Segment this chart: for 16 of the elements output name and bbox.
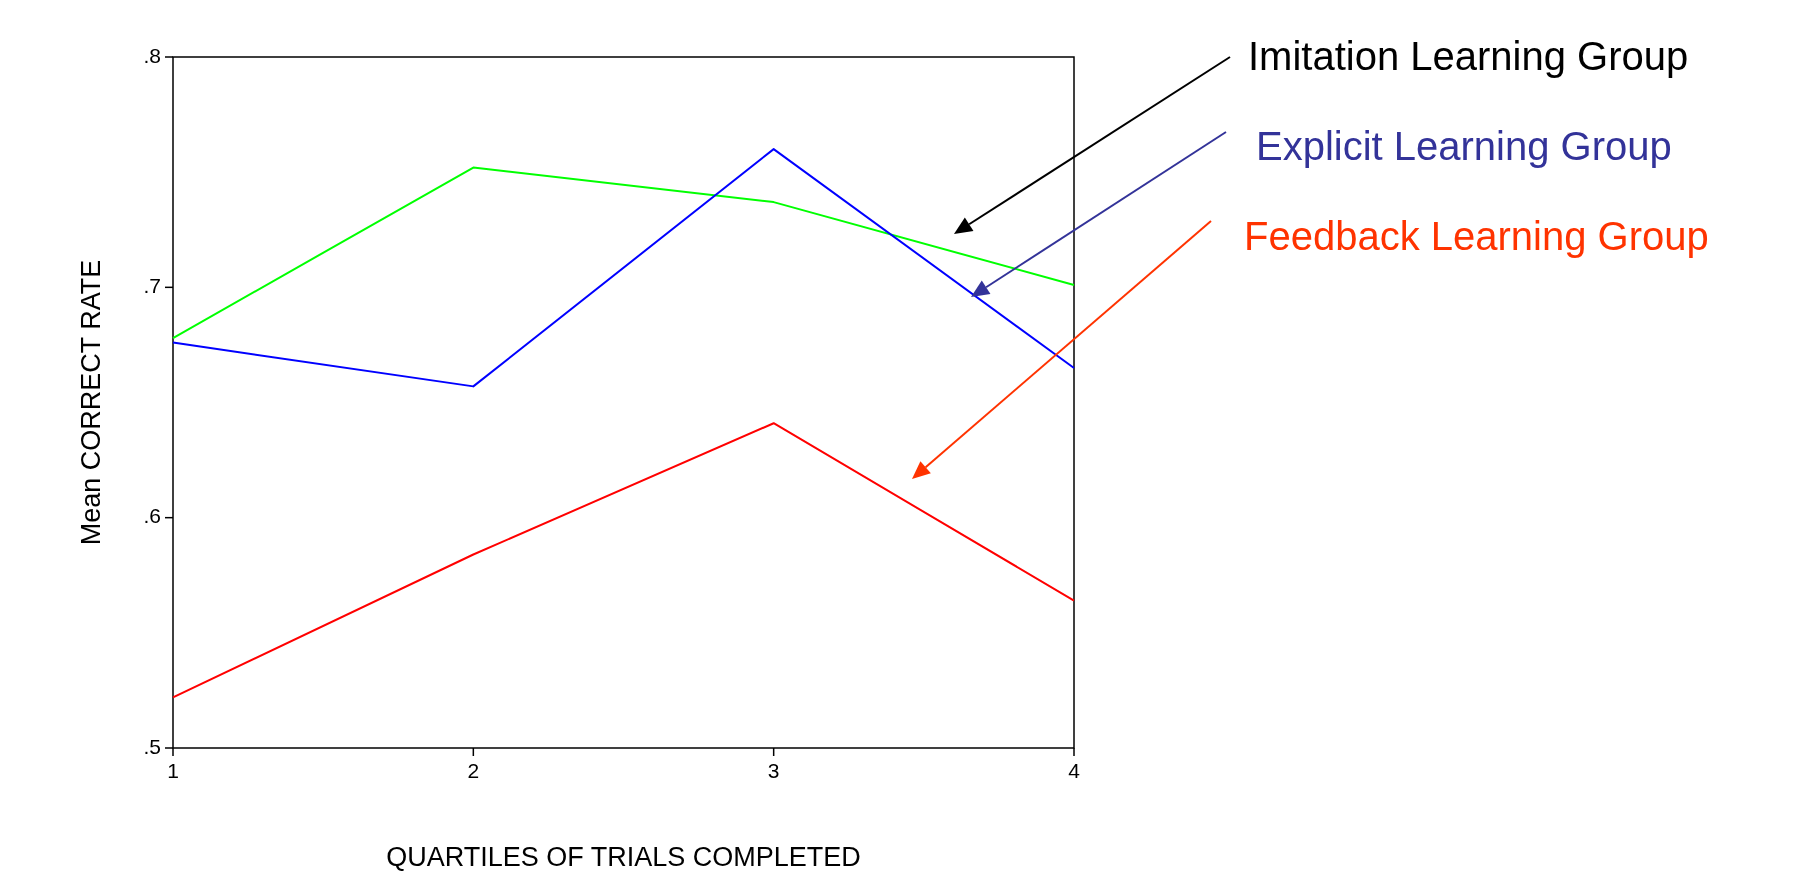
line-series xyxy=(172,422,1075,699)
x-tick-label: 3 xyxy=(767,759,780,782)
text: Explicit Learning Group xyxy=(1256,124,1672,168)
y-tick-label: .8 xyxy=(143,43,161,67)
y-tick-label: .5 xyxy=(143,734,161,758)
x-tick-label: 2 xyxy=(467,759,480,782)
line-series xyxy=(172,148,1075,388)
line-series xyxy=(172,166,1075,340)
x-axis-title: QUARTILES OF TRIALS COMPLETED xyxy=(386,842,861,872)
y-tick-label: .6 xyxy=(143,504,161,528)
x-tick-label: 4 xyxy=(1068,759,1081,782)
x-tick-label: 1 xyxy=(167,759,179,782)
text: Feedback Learning Group xyxy=(1244,214,1709,258)
text: Imitation Learning Group xyxy=(1248,34,1689,78)
y-axis-title: Mean CORRECT RATE xyxy=(76,259,106,546)
y-tick-label: .7 xyxy=(143,273,161,297)
